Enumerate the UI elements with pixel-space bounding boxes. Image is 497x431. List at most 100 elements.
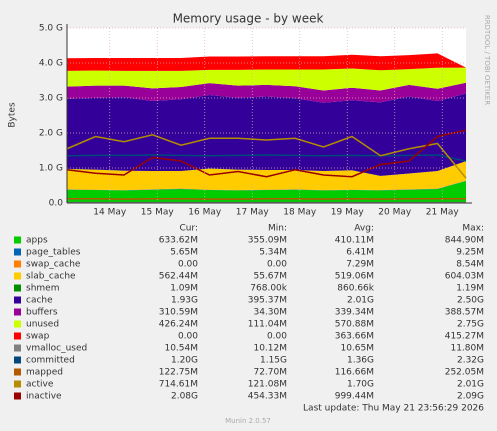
area: [67, 53, 466, 71]
stat-value: 2.08G: [171, 392, 198, 402]
stat-value: 10.65M: [340, 344, 374, 354]
legend-label: page_tables: [26, 248, 81, 258]
legend-swatch: [14, 356, 21, 364]
x-tick-label: 17 May: [236, 208, 270, 218]
x-tick-label: 14 May: [93, 208, 127, 218]
legend-swatch: [14, 236, 21, 244]
legend-swatch: [14, 320, 21, 328]
stat-value: 1.09M: [170, 284, 198, 294]
y-axis-label: Bytes: [8, 102, 18, 128]
stat-value: 363.66M: [335, 332, 374, 342]
x-tick-label: 18 May: [283, 208, 317, 218]
legend-swatch: [14, 296, 21, 304]
legend-label: swap_cache: [26, 260, 81, 270]
stat-value: 6.41M: [346, 248, 374, 258]
stat-value: 5.34M: [259, 248, 287, 258]
stat-value: 111.04M: [248, 320, 287, 330]
stat-header: Avg:: [354, 224, 374, 234]
y-tick-label: 4.0 G: [39, 59, 63, 69]
area: [67, 161, 466, 190]
stat-value: 395.37M: [248, 296, 287, 306]
legend-swatch: [14, 308, 21, 316]
stat-value: 2.01G: [347, 296, 374, 306]
legend-swatch: [14, 284, 21, 292]
legend-swatch: [14, 368, 21, 376]
legend-swatch: [14, 332, 21, 340]
y-tick-label: 2.0 G: [39, 129, 63, 139]
stat-value: 310.59M: [159, 308, 198, 318]
stat-value: 633.62M: [159, 236, 198, 246]
legend-label: vmalloc_used: [26, 344, 87, 354]
stat-value: 0.00: [267, 260, 287, 270]
stat-value: 2.32G: [457, 356, 484, 366]
legend-label: shmem: [26, 284, 59, 294]
legend-label: mapped: [26, 368, 63, 378]
stat-value: 34.30M: [253, 308, 287, 318]
stat-value: 1.93G: [171, 296, 198, 306]
stat-value: 11.80M: [450, 344, 484, 354]
chart-title: Memory usage - by week: [173, 12, 324, 26]
y-tick-label: 3.0 G: [39, 94, 63, 104]
stat-value: 570.88M: [335, 320, 374, 330]
stat-value: 122.75M: [159, 368, 198, 378]
side-text: RRDTOOL / TOBI OETIKER: [483, 15, 491, 105]
area: [67, 67, 466, 91]
stat-value: 0.00: [178, 332, 198, 342]
last-update: Last update: Thu May 21 23:56:29 2026: [303, 404, 484, 414]
legend-swatch: [14, 248, 21, 256]
x-tick-label: 20 May: [378, 208, 412, 218]
stat-value: 860.66k: [337, 284, 374, 294]
stat-value: 999.44M: [335, 392, 374, 402]
stat-value: 562.44M: [159, 272, 198, 282]
stat-value: 410.11M: [335, 236, 374, 246]
legend-label: apps: [26, 236, 48, 246]
stat-value: 9.25M: [456, 248, 484, 258]
y-tick-label: 5.0 G: [39, 24, 63, 34]
stat-value: 2.09G: [457, 392, 484, 402]
legend-label: active: [26, 380, 54, 390]
stat-value: 355.09M: [248, 236, 287, 246]
stat-value: 415.27M: [445, 332, 484, 342]
stat-value: 519.06M: [335, 272, 374, 282]
legend-label: swap: [26, 332, 50, 342]
line: [66, 154, 467, 162]
x-tick-label: 16 May: [188, 208, 222, 218]
stat-value: 8.54M: [456, 260, 484, 270]
y-tick-label: 1.0 G: [39, 164, 63, 174]
stat-value: 426.24M: [159, 320, 198, 330]
stat-value: 121.08M: [248, 380, 287, 390]
legend-swatch: [14, 272, 21, 280]
stat-value: 10.54M: [164, 344, 198, 354]
stat-value: 252.05M: [445, 368, 484, 378]
stat-value: 714.61M: [159, 380, 198, 390]
stat-value: 768.00k: [250, 284, 287, 294]
stat-value: 1.20G: [171, 356, 198, 366]
stat-value: 1.70G: [347, 380, 374, 390]
y-tick-label: 0.0: [49, 199, 64, 209]
stat-value: 454.33M: [248, 392, 287, 402]
stat-value: 5.65M: [170, 248, 198, 258]
footer: Munin 2.0.57: [225, 417, 271, 425]
stat-value: 339.34M: [335, 308, 374, 318]
stat-header: Min:: [268, 224, 287, 234]
legend-swatch: [14, 344, 21, 352]
stat-value: 1.15G: [260, 356, 287, 366]
legend-label: unused: [26, 320, 59, 330]
line: [66, 129, 467, 178]
x-tick-label: 19 May: [331, 208, 365, 218]
stat-value: 2.01G: [457, 380, 484, 390]
stat-value: 388.57M: [445, 308, 484, 318]
stat-value: 844.90M: [445, 236, 484, 246]
legend-label: committed: [26, 356, 75, 366]
stat-value: 604.03M: [445, 272, 484, 282]
stat-value: 1.36G: [347, 356, 374, 366]
stat-value: 2.75G: [457, 320, 484, 330]
stat-value: 2.50G: [457, 296, 484, 306]
x-tick-label: 21 May: [426, 208, 460, 218]
line: [66, 133, 467, 179]
stat-header: Cur:: [179, 224, 198, 234]
legend-swatch: [14, 392, 21, 400]
legend-label: inactive: [26, 392, 62, 402]
stat-value: 7.29M: [346, 260, 374, 270]
